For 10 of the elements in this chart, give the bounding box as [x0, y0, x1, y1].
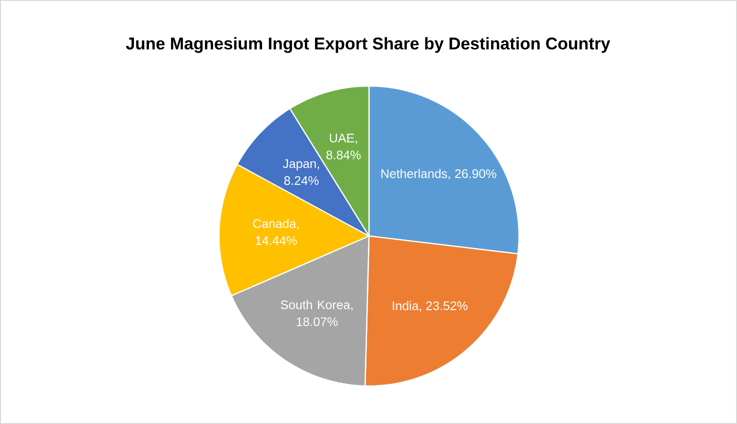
slice-label: UAE [330, 134, 354, 142]
data-label: , 23.52% [420, 301, 468, 312]
data-label: , 26.90% [448, 169, 496, 180]
slice-label: South Korea [280, 300, 350, 310]
text: , 18.07% [296, 308, 353, 326]
data-label: , 14.44% [256, 226, 299, 245]
chart-title: June Magnesium Ingot Export Share by Destination Country [126, 37, 610, 53]
slice-label: India [392, 301, 419, 310]
slice-label: Netherlands [381, 168, 448, 178]
slice-label: Canada [253, 218, 296, 228]
